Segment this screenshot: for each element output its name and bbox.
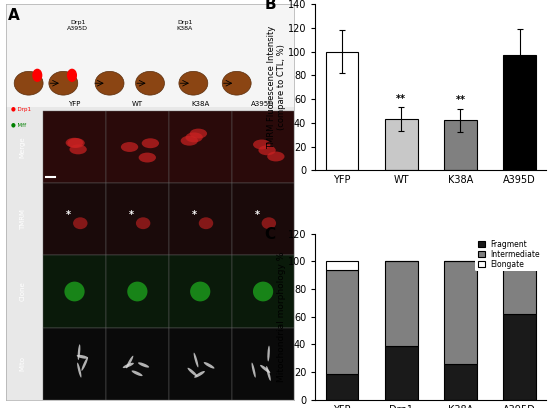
Ellipse shape [204, 361, 207, 377]
Text: K38A: K38A [191, 101, 209, 107]
Ellipse shape [72, 133, 89, 143]
Bar [503, 264, 536, 314]
Text: **: ** [396, 94, 406, 104]
Ellipse shape [145, 367, 151, 380]
Bar [106, 183, 169, 255]
Text: *: * [255, 210, 260, 220]
Ellipse shape [73, 365, 84, 371]
Bar [326, 373, 358, 400]
Text: ● Drp1: ● Drp1 [11, 107, 31, 112]
Bar [232, 111, 295, 183]
Ellipse shape [49, 71, 78, 95]
Bar [444, 364, 477, 400]
Text: WT: WT [132, 101, 143, 107]
Ellipse shape [132, 347, 139, 360]
Ellipse shape [55, 129, 73, 139]
Bar [326, 51, 358, 171]
Ellipse shape [194, 368, 205, 372]
Y-axis label: TMRM Fluorescence Intensity
(compare to CTL, %): TMRM Fluorescence Intensity (compare to … [267, 26, 286, 149]
Ellipse shape [199, 217, 213, 229]
Ellipse shape [179, 71, 208, 95]
Ellipse shape [203, 370, 214, 375]
Ellipse shape [128, 282, 147, 302]
Legend: Fragment, Intermediate, Elongate: Fragment, Intermediate, Elongate [475, 237, 543, 271]
Bar [169, 183, 232, 255]
Bar [232, 255, 295, 328]
Text: A: A [8, 8, 20, 23]
Bar [169, 255, 232, 328]
Text: *: * [192, 210, 197, 220]
Ellipse shape [62, 346, 65, 361]
Bar [169, 111, 232, 183]
Text: YFP: YFP [68, 101, 81, 107]
Bar [326, 270, 358, 373]
Ellipse shape [262, 349, 266, 364]
Ellipse shape [73, 217, 88, 229]
FancyBboxPatch shape [6, 4, 295, 107]
Bar [503, 55, 536, 171]
Ellipse shape [128, 363, 130, 379]
Bar [43, 255, 106, 328]
Text: Merge: Merge [20, 136, 26, 158]
Ellipse shape [262, 217, 276, 229]
Bar [106, 255, 169, 328]
Y-axis label: Mitochondrial morphology %: Mitochondrial morphology % [278, 251, 286, 382]
Text: *: * [66, 210, 71, 220]
Text: Mito: Mito [20, 356, 26, 371]
Bar [43, 328, 106, 400]
Bar [503, 261, 536, 264]
Bar [43, 111, 106, 183]
Circle shape [33, 69, 41, 81]
Ellipse shape [190, 282, 210, 302]
Text: *: * [129, 210, 134, 220]
Ellipse shape [250, 357, 261, 360]
Text: Drp1
K38A: Drp1 K38A [177, 20, 193, 31]
Ellipse shape [258, 366, 269, 370]
Ellipse shape [183, 147, 200, 157]
Text: B: B [264, 0, 276, 12]
Bar [385, 119, 417, 171]
Text: A395D: A395D [251, 101, 275, 107]
Circle shape [68, 69, 76, 81]
Ellipse shape [95, 71, 124, 95]
Text: C: C [264, 227, 275, 242]
Bar [385, 346, 417, 400]
Ellipse shape [253, 145, 270, 155]
Ellipse shape [77, 346, 79, 361]
Bar [444, 120, 477, 171]
Ellipse shape [70, 352, 78, 363]
Text: ● Mff: ● Mff [11, 123, 26, 128]
Ellipse shape [77, 132, 95, 142]
Bar [232, 328, 295, 400]
Ellipse shape [65, 282, 84, 302]
Ellipse shape [269, 152, 286, 162]
Bar [232, 183, 295, 255]
Ellipse shape [201, 360, 212, 368]
Bar [106, 111, 169, 183]
Bar [106, 328, 169, 400]
Bar [169, 328, 232, 400]
Ellipse shape [116, 157, 133, 166]
Ellipse shape [203, 158, 220, 168]
Ellipse shape [14, 71, 43, 95]
Text: Clone: Clone [20, 282, 26, 302]
Text: TMRM: TMRM [20, 209, 26, 230]
Ellipse shape [125, 367, 137, 371]
Ellipse shape [130, 153, 147, 163]
Bar [43, 183, 106, 255]
Ellipse shape [177, 146, 194, 156]
Bar [444, 261, 477, 364]
Text: Drp1
A395D: Drp1 A395D [67, 20, 88, 31]
Ellipse shape [222, 71, 251, 95]
Ellipse shape [264, 364, 275, 368]
Ellipse shape [136, 71, 164, 95]
Ellipse shape [253, 282, 273, 302]
Ellipse shape [136, 217, 150, 229]
Bar [385, 261, 417, 346]
Ellipse shape [132, 149, 149, 160]
Bar [503, 314, 536, 400]
Bar [326, 261, 358, 270]
Ellipse shape [264, 134, 281, 144]
Text: **: ** [455, 95, 465, 105]
